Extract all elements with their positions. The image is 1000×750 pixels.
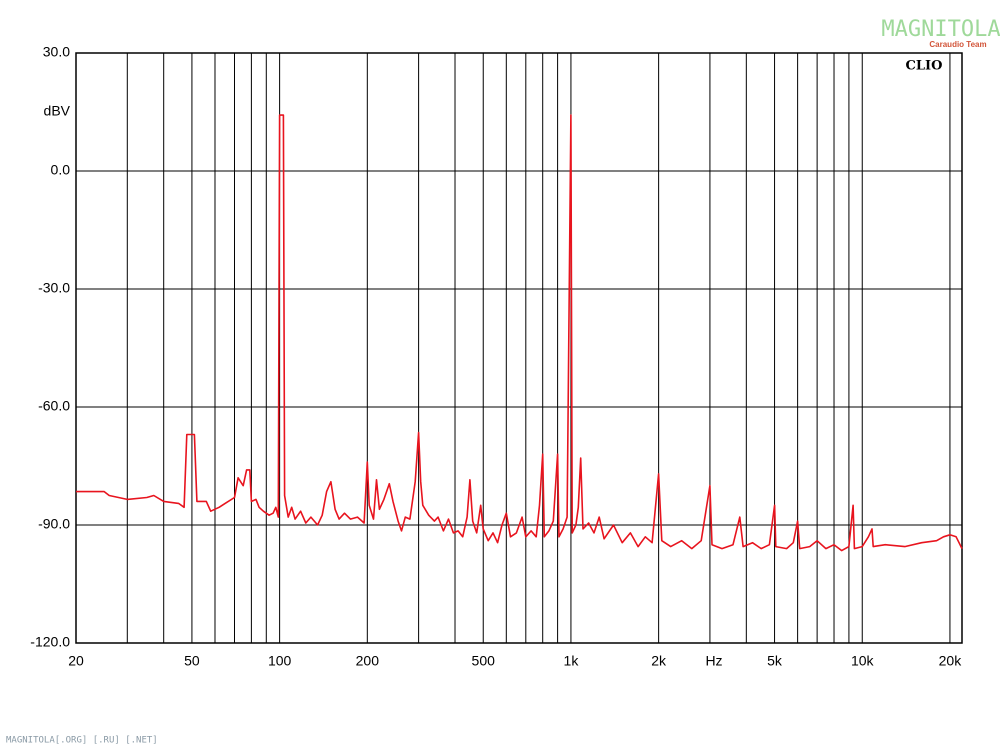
brand: CLIO [906,59,943,74]
y-axis-label: dBV [44,103,71,119]
x-axis-label: Hz [705,653,722,669]
footer: MAGNITOLA[.ORG] [.RU] [.NET] [6,736,158,746]
watermark: MAGNITOLA [881,17,1000,42]
x-tick-label: 20k [939,653,963,669]
x-tick-label: 20 [68,653,84,669]
x-tick-label: 2k [651,653,667,669]
x-tick-label: 1k [564,653,580,669]
x-tick-label: 5k [767,653,783,669]
x-tick-label: 100 [268,653,292,669]
y-tick-label: 0.0 [51,162,71,178]
y-tick-label: -60.0 [38,398,70,414]
y-tick-label: 30.0 [43,44,70,60]
x-tick-label: 500 [472,653,496,669]
x-tick-label: 200 [356,653,380,669]
y-tick-label: -30.0 [38,280,70,296]
watermark-subtitle: Caraudio Team [929,40,986,49]
y-tick-label: -120.0 [30,634,70,650]
x-tick-label: 50 [184,653,200,669]
plot-frame [75,52,963,644]
x-tick-label: 10k [851,653,875,669]
y-tick-label: -90.0 [38,516,70,532]
spectrum-line [76,114,963,552]
